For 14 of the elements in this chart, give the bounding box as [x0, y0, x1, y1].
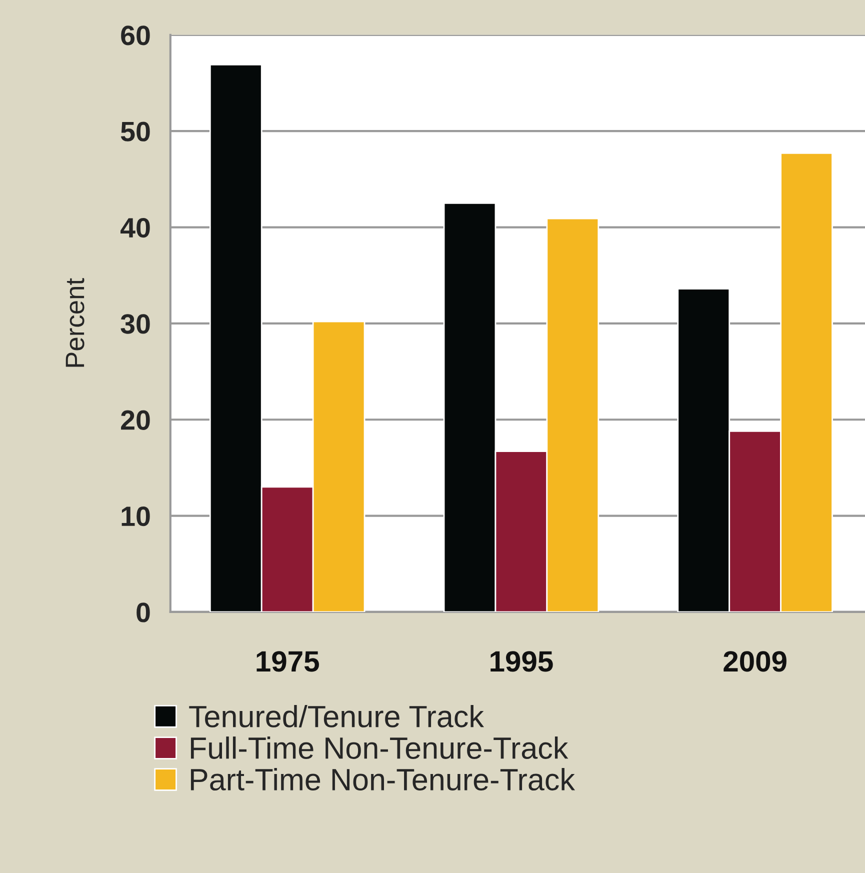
x-tick-label: 1975	[256, 651, 319, 672]
legend-label: Full-Time Non-Tenure-Track	[190, 736, 568, 759]
y-tick-label: 0	[136, 602, 150, 622]
y-tick-label: 10	[122, 506, 150, 526]
y-tick-label: 60	[121, 26, 150, 46]
legend-label: Tenured/Tenure Track	[189, 704, 484, 728]
y-tick-label: 40	[120, 218, 150, 238]
y-tick-label: 30	[120, 314, 150, 334]
x-tick-label: 2009	[724, 651, 786, 672]
legend-label: Part-Time Non-Tenure-Track	[190, 768, 576, 791]
y-axis-title: Percent	[66, 278, 84, 367]
y-tick-label: 50	[120, 122, 150, 142]
y-tick-label: 20	[121, 410, 150, 430]
x-tick-label: 1995	[490, 651, 553, 672]
